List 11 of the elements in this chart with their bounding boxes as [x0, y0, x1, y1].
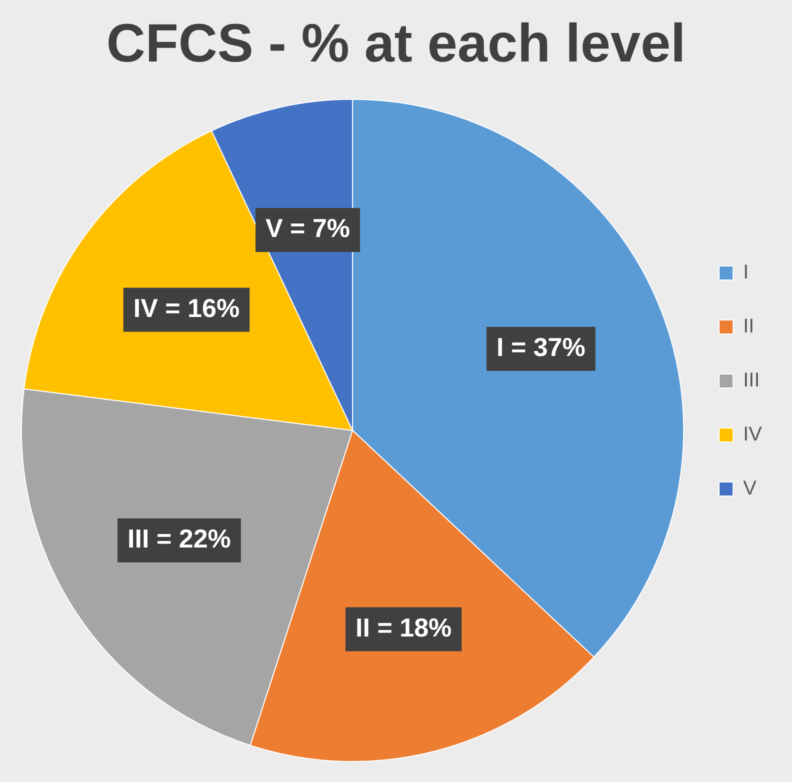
- data-label: IV = 16%: [133, 292, 240, 323]
- legend-label: IV: [743, 424, 763, 446]
- data-label: I = 37%: [496, 332, 586, 362]
- legend-label: V: [743, 478, 758, 500]
- legend-label: I: [743, 262, 749, 284]
- data-label: III = 22%: [128, 524, 231, 554]
- legend-label: II: [743, 316, 754, 338]
- data-label: V = 7%: [265, 213, 350, 244]
- chart-title: CFCS - % at each level: [106, 13, 686, 74]
- data-label: II = 18%: [356, 612, 452, 642]
- legend-label: III: [743, 370, 760, 392]
